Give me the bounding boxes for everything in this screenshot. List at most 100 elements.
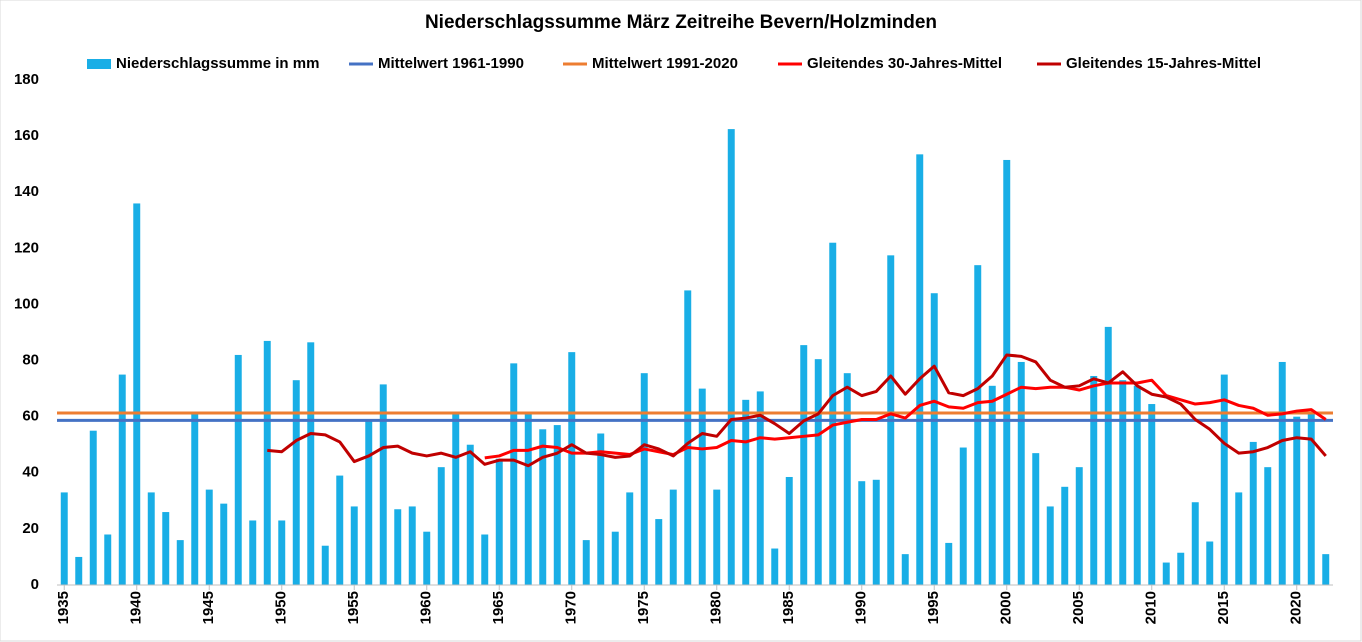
legend-label: Mittelwert 1961-1990 <box>378 55 524 72</box>
bar <box>524 413 532 585</box>
x-tick-label: 2005 <box>1070 591 1087 624</box>
y-tick-label: 100 <box>14 295 39 312</box>
bar <box>1220 374 1228 585</box>
bar <box>162 512 170 585</box>
bar <box>379 384 387 585</box>
bar <box>118 374 126 585</box>
bar <box>916 154 924 585</box>
bar <box>930 293 938 585</box>
bar <box>669 489 677 585</box>
y-tick-label: 120 <box>14 239 39 256</box>
bar <box>901 554 909 585</box>
bar <box>945 542 953 585</box>
chart-title: Niederschlagssumme März Zeitreihe Bevern… <box>425 12 937 33</box>
x-tick-label: 1965 <box>490 591 507 624</box>
x-tick-label: 2020 <box>1288 591 1305 624</box>
y-tick-label: 60 <box>22 408 39 425</box>
bar <box>205 489 213 585</box>
x-tick-label: 1970 <box>563 591 580 624</box>
bar <box>437 467 445 585</box>
bar <box>1046 506 1054 585</box>
bar <box>1293 416 1301 585</box>
bar <box>495 458 503 585</box>
y-tick-label: 20 <box>22 520 39 537</box>
bar <box>176 540 184 585</box>
bar <box>713 489 721 585</box>
bar <box>1249 441 1257 585</box>
y-tick-label: 40 <box>22 464 39 481</box>
x-tick-label: 1935 <box>55 591 72 624</box>
bar <box>104 534 112 585</box>
bar <box>1177 552 1185 585</box>
bar <box>611 531 619 585</box>
bar <box>408 506 416 585</box>
bar <box>655 519 663 585</box>
bar <box>1133 385 1141 585</box>
bar <box>1104 326 1112 585</box>
x-tick-label: 2015 <box>1215 591 1232 624</box>
x-tick-label: 1985 <box>780 591 797 624</box>
x-tick-label: 2010 <box>1143 591 1160 624</box>
bar <box>423 531 431 585</box>
y-tick-label: 0 <box>31 576 39 593</box>
bar <box>336 475 344 585</box>
x-tick-label: 1980 <box>708 591 725 624</box>
bar <box>684 290 692 585</box>
bar <box>597 433 605 585</box>
bar <box>1017 361 1025 585</box>
bar <box>452 413 460 585</box>
y-tick-label: 180 <box>14 71 39 88</box>
x-tick-label: 1955 <box>345 591 362 624</box>
bar <box>481 534 489 585</box>
bar <box>89 430 97 585</box>
bar <box>1075 467 1083 585</box>
bar <box>1206 541 1214 585</box>
x-tick-label: 1945 <box>200 591 217 624</box>
bar <box>1322 554 1330 585</box>
moving-average-line <box>484 378 1327 460</box>
bar <box>640 373 648 585</box>
bar <box>1119 380 1127 585</box>
bar <box>800 345 808 585</box>
bar <box>307 342 315 585</box>
y-tick-label: 80 <box>22 352 39 369</box>
bar <box>249 520 257 585</box>
bar <box>1061 486 1069 585</box>
bar <box>1278 361 1286 585</box>
bar <box>742 399 750 585</box>
bar <box>350 506 358 585</box>
bar <box>220 503 228 585</box>
bar <box>698 388 706 585</box>
x-tick-label: 1950 <box>273 591 290 624</box>
bar <box>466 444 474 585</box>
moving-average-line <box>267 353 1327 468</box>
bar <box>1191 502 1199 585</box>
bar <box>1032 453 1040 585</box>
x-tick-label: 1960 <box>418 591 435 624</box>
bar <box>553 425 561 585</box>
bar <box>191 413 199 585</box>
bar <box>872 479 880 585</box>
bar <box>582 540 590 585</box>
legend-label: Gleitendes 30-Jahres-Mittel <box>807 55 1002 72</box>
bar <box>1090 375 1098 585</box>
bar <box>959 447 967 585</box>
bar <box>1003 159 1011 586</box>
bar <box>510 363 518 585</box>
bar <box>263 340 271 585</box>
y-tick-label: 160 <box>14 127 39 144</box>
legend-label: Mittelwert 1991-2020 <box>592 55 738 72</box>
bar <box>988 385 996 585</box>
bar <box>394 509 402 585</box>
x-tick-label: 1940 <box>128 591 145 624</box>
bar <box>771 548 779 585</box>
bar <box>1264 467 1272 585</box>
x-tick-label: 1995 <box>925 591 942 624</box>
bar <box>727 129 735 585</box>
x-tick-label: 1975 <box>635 591 652 624</box>
bar <box>843 373 851 585</box>
bar <box>321 545 329 585</box>
bar <box>814 359 822 585</box>
